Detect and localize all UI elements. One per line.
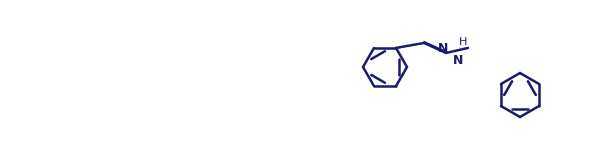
Text: N: N — [453, 54, 463, 67]
Text: H: H — [459, 37, 467, 47]
Text: N: N — [438, 42, 448, 55]
